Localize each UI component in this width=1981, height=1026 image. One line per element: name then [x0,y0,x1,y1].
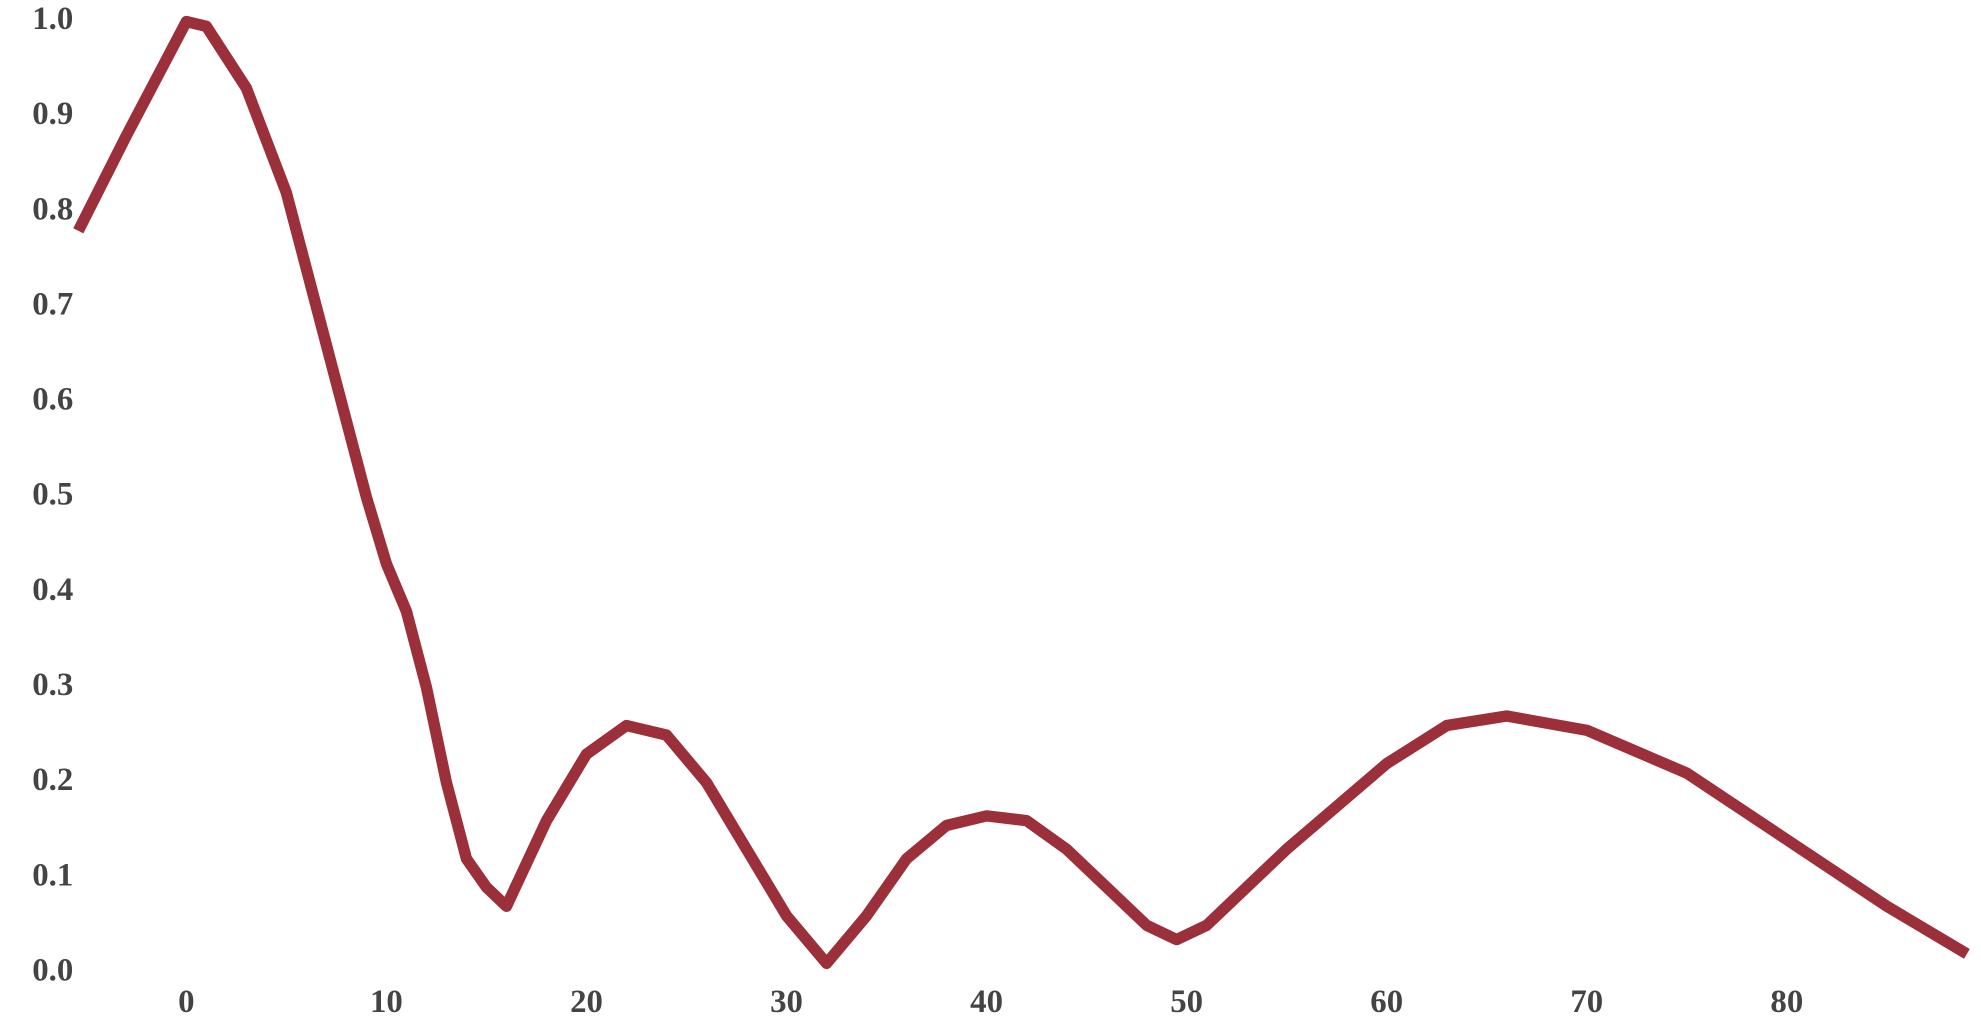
y-tick-label: 0.3 [32,667,73,703]
x-tick-label: 40 [970,984,1003,1020]
line-series [73,15,1970,970]
x-tick-label: 10 [370,984,403,1020]
x-tick-label: 20 [570,984,603,1020]
y-tick-label: 0.6 [32,382,73,418]
y-tick-label: 1.0 [32,1,73,37]
y-tick-label: 0.1 [32,857,73,893]
y-tick-label: 0.4 [32,572,73,608]
x-tick-label: 60 [1370,984,1403,1020]
y-tick-label: 0.8 [32,191,73,227]
x-tick-label: 80 [1770,984,1803,1020]
x-tick-label: 70 [1570,984,1603,1020]
y-tick-label: 0.5 [32,477,73,513]
y-tick-label: 0.7 [32,286,73,322]
y-tick-label: 0.0 [32,952,73,988]
y-tick-label: 0.2 [32,762,73,798]
x-tick-label: 50 [1170,984,1203,1020]
x-tick-label: 30 [770,984,803,1020]
y-tick-label: 0.9 [32,96,73,132]
x-tick-label: 0 [178,984,194,1020]
